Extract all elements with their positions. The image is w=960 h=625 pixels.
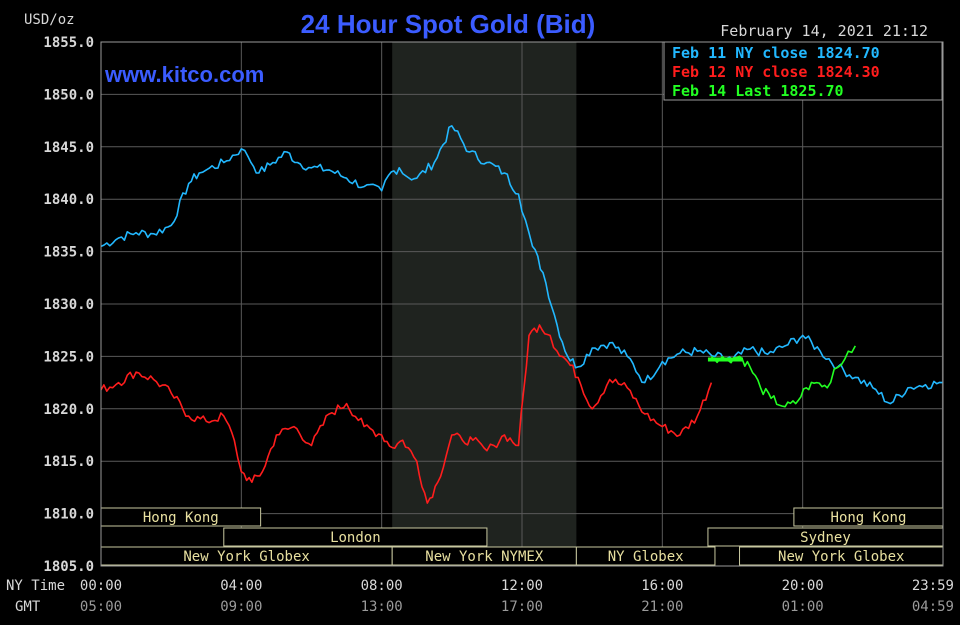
x-tick-label-ny: 16:00 xyxy=(641,578,683,594)
y-tick-label: 1845.0 xyxy=(43,140,94,156)
y-tick-label: 1805.0 xyxy=(43,559,94,575)
session-label: New York Globex xyxy=(183,549,309,565)
x-tick-label-gmt: 17:00 xyxy=(501,599,543,615)
y-tick-label: 1820.0 xyxy=(43,402,94,418)
plot-frame xyxy=(100,41,944,567)
x-tick-label-ny: 12:00 xyxy=(501,578,543,594)
x-tick-label-ny: 08:00 xyxy=(361,578,403,594)
y-tick-label: 1810.0 xyxy=(43,507,94,523)
x-tick-label-gmt: 09:00 xyxy=(220,599,262,615)
legend-item: Feb 14 Last 1825.70 xyxy=(672,82,844,100)
session-bar xyxy=(223,527,488,547)
session-label: Hong Kong xyxy=(831,510,907,526)
x-tick-label-gmt: 04:59 xyxy=(912,599,954,615)
x-tick-label-gmt: 05:00 xyxy=(80,599,122,615)
session-label: London xyxy=(330,530,381,546)
x-tick-label-ny: 23:59 xyxy=(912,578,954,594)
y-tick-label: 1840.0 xyxy=(43,192,94,208)
x-tick-label-gmt: 13:00 xyxy=(361,599,403,615)
x-row-label-gmt: GMT xyxy=(15,599,41,615)
session-label: NY Globex xyxy=(608,549,684,565)
y-axis-label: USD/oz xyxy=(24,12,75,28)
timestamp: February 14, 2021 21:12 xyxy=(720,22,928,40)
watermark: www.kitco.com xyxy=(104,62,264,87)
legend-item: Feb 12 NY close 1824.30 xyxy=(672,63,880,81)
session-bar xyxy=(575,546,716,566)
y-tick-label: 1835.0 xyxy=(43,245,94,261)
legend-label: Feb 14 Last 1825.70 xyxy=(672,82,844,100)
x-tick-label-gmt: 01:00 xyxy=(782,599,824,615)
session-label: Sydney xyxy=(800,530,851,546)
x-tick-label-ny: 20:00 xyxy=(782,578,824,594)
legend-box xyxy=(663,41,943,101)
y-tick-label: 1830.0 xyxy=(43,297,94,313)
legend-item: Feb 11 NY close 1824.70 xyxy=(672,44,880,62)
x-tick-label-gmt: 21:00 xyxy=(641,599,683,615)
legend-label: Feb 12 NY close 1824.30 xyxy=(672,63,880,81)
series-line-feb-12 xyxy=(100,324,713,504)
x-tick-label-ny: 04:00 xyxy=(220,578,262,594)
series-line-feb-11 xyxy=(100,125,943,405)
y-tick-label: 1815.0 xyxy=(43,454,94,470)
y-tick-label: 1855.0 xyxy=(43,35,94,51)
x-tick-label-ny: 00:00 xyxy=(80,578,122,594)
session-label: New York NYMEX xyxy=(425,549,544,565)
legend-label: Feb 11 NY close 1824.70 xyxy=(672,44,880,62)
y-tick-label: 1850.0 xyxy=(43,87,94,103)
x-row-label-ny: NY Time xyxy=(6,578,65,594)
session-label: New York Globex xyxy=(778,549,904,565)
chart-title: 24 Hour Spot Gold (Bid) xyxy=(301,9,596,39)
y-tick-label: 1825.0 xyxy=(43,349,94,365)
legend: Feb 11 NY close 1824.70 Feb 12 NY close … xyxy=(663,41,943,101)
session-label: Hong Kong xyxy=(143,510,219,526)
